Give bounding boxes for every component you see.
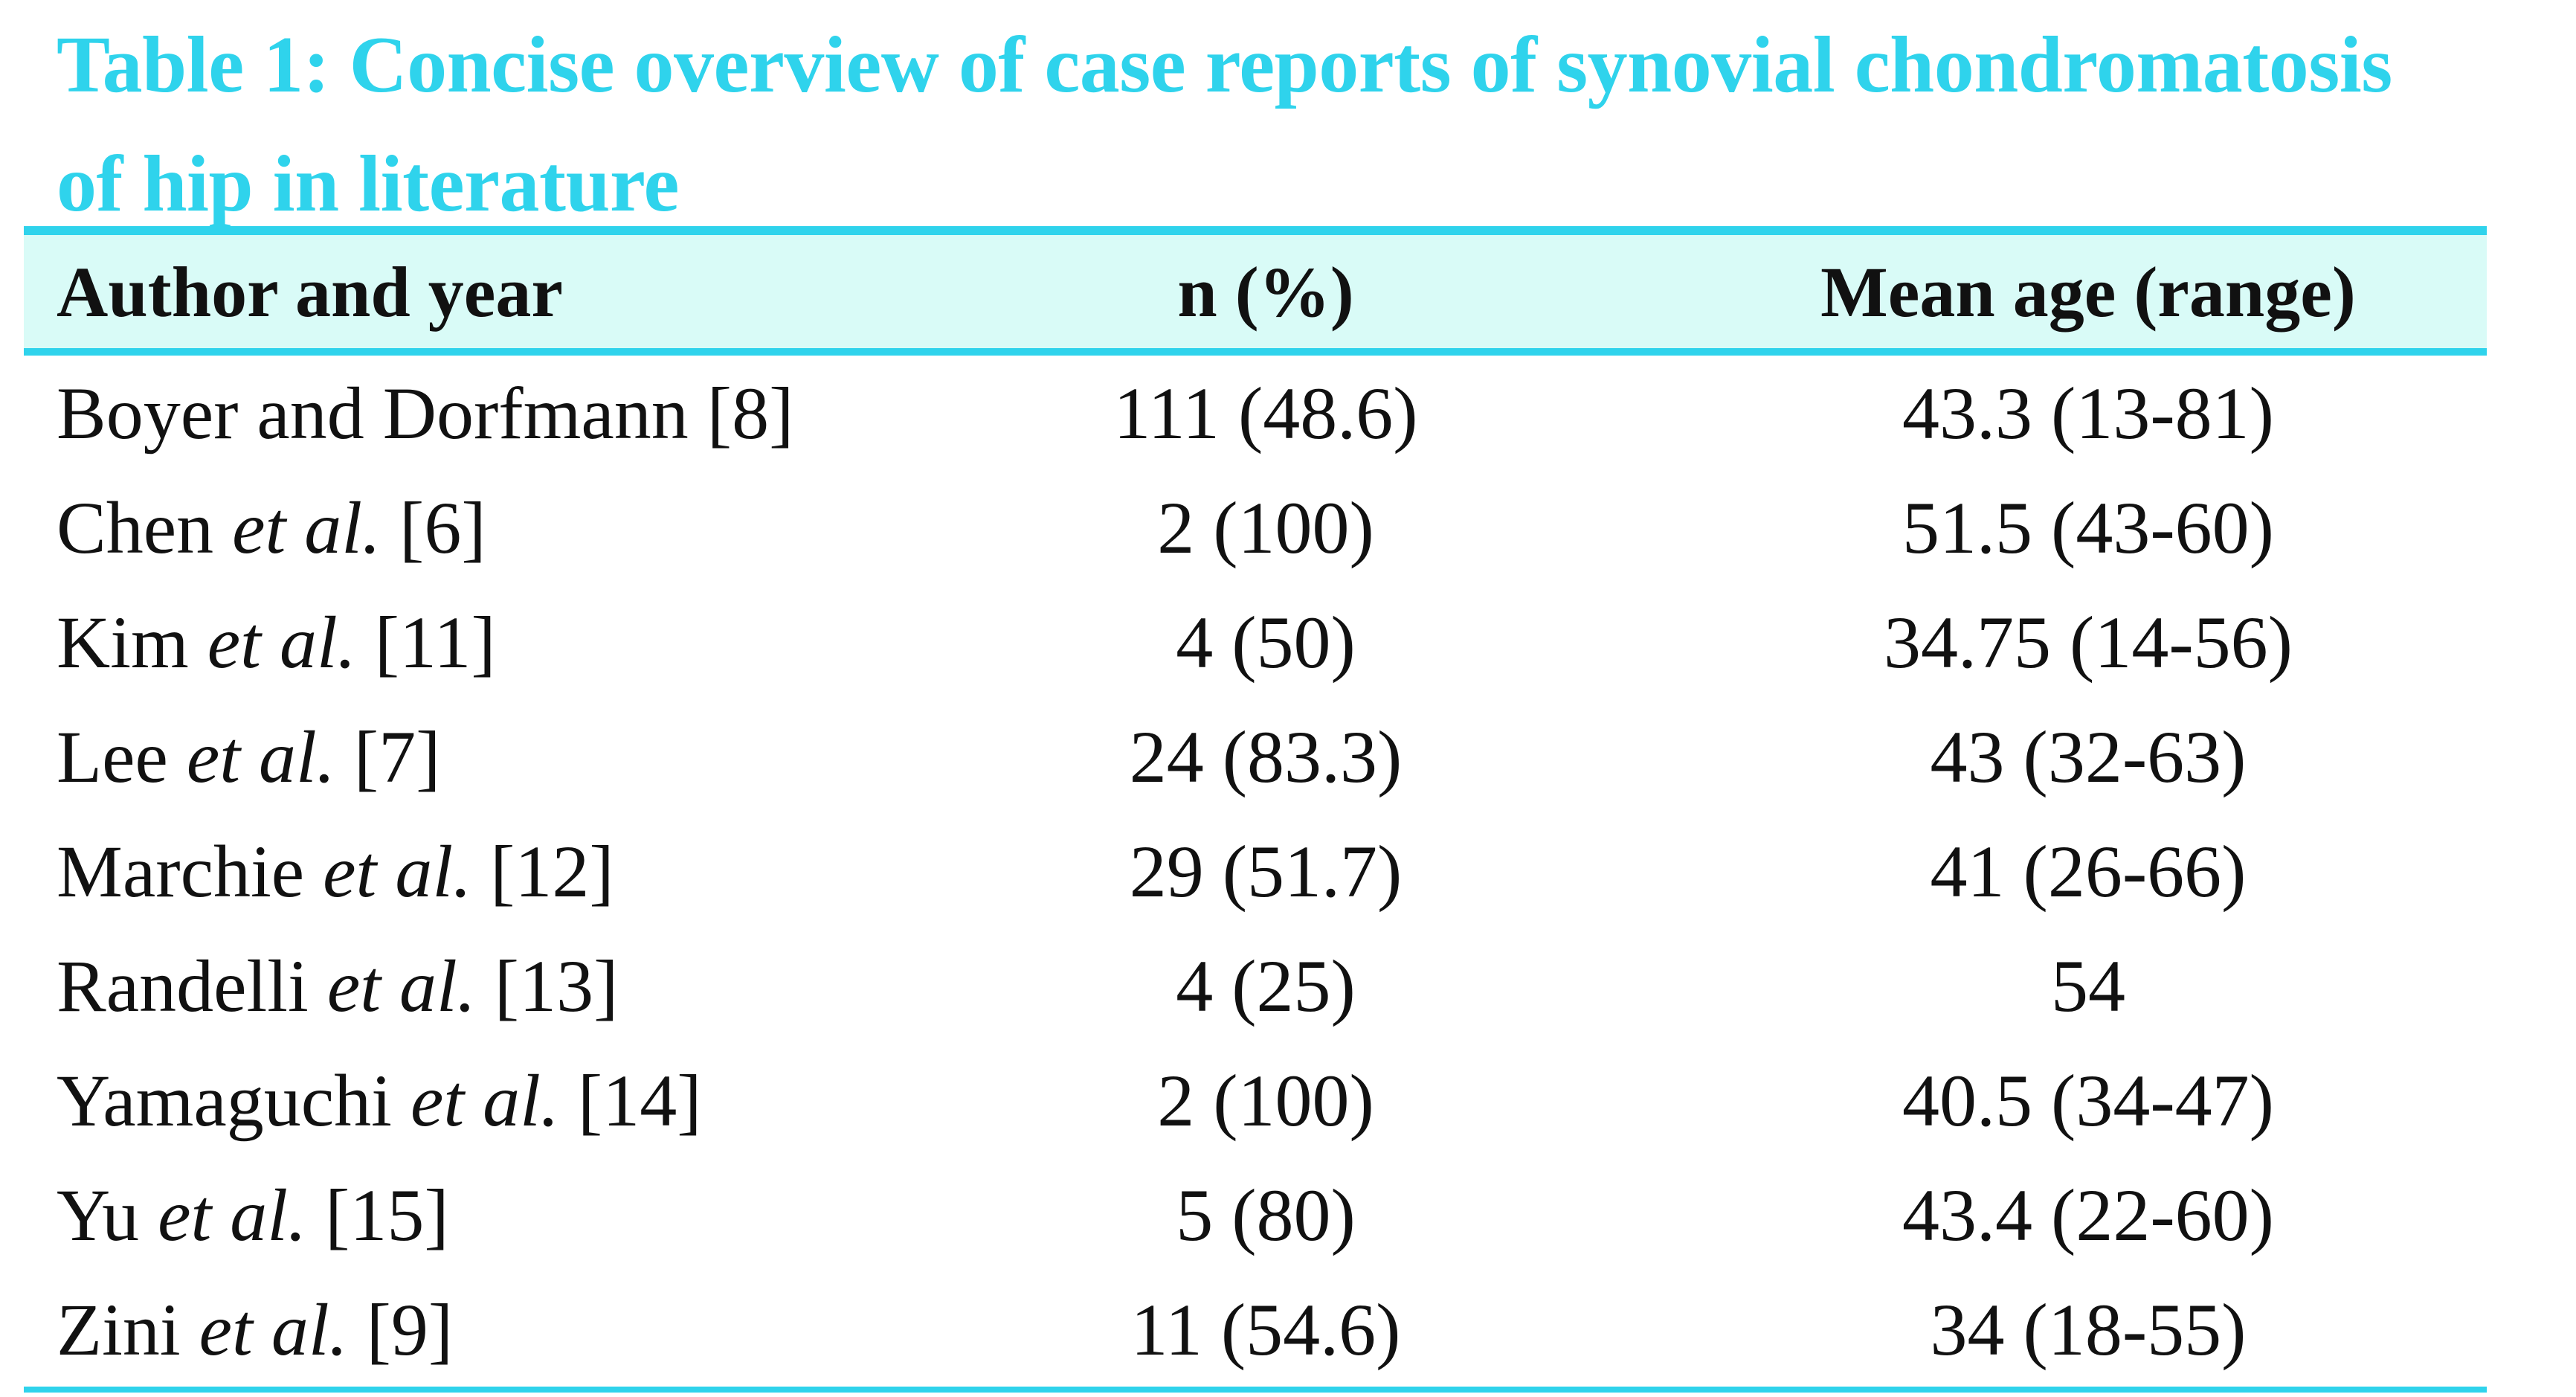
age-cell: 54 <box>2051 944 2125 1027</box>
n-cell: 4 (50) <box>1176 600 1356 684</box>
author-cell: Zini et al. [9] <box>24 1272 842 1393</box>
author-ref: [14] <box>577 1059 702 1142</box>
author-etal: et al. <box>186 715 335 798</box>
table-row: Kim et al. [11] 4 (50) 34.75 (14-56) <box>24 585 2487 699</box>
age-cell: 51.5 (43-60) <box>1902 486 2274 569</box>
author-name: Yu <box>57 1173 140 1256</box>
table-row: Chen et al. [6] 2 (100) 51.5 (43-60) <box>24 470 2487 585</box>
author-ref: [13] <box>494 944 619 1027</box>
author-name: Zini <box>57 1288 181 1371</box>
column-header-age: Mean age (range) <box>1690 226 2487 356</box>
author-cell: Yu et al. [15] <box>24 1157 842 1272</box>
author-etal: et al. <box>410 1059 559 1142</box>
author-ref: [8] <box>706 371 794 455</box>
n-cell: 11 (54.6) <box>842 1272 1690 1393</box>
author-name: Yamaguchi <box>57 1059 392 1142</box>
age-cell: 34 (18-55) <box>1690 1272 2487 1393</box>
n-cell: 111 (48.6) <box>1113 371 1418 455</box>
n-cell: 4 (25) <box>1176 944 1356 1027</box>
author-etal: et al. <box>199 1288 348 1371</box>
author-etal: et al. <box>232 486 381 569</box>
author-cell: Marchie et al. [12] <box>24 814 842 928</box>
author-name: Chen <box>57 486 214 569</box>
case-reports-table: Author and year n (%) Mean age (range) B… <box>24 226 2487 1393</box>
author-name: Lee <box>57 715 168 798</box>
author-ref: [12] <box>490 829 614 913</box>
table-row: Randelli et al. [13] 4 (25) 54 <box>24 928 2487 1043</box>
author-cell: Randelli et al. [13] <box>24 928 842 1043</box>
age-cell: 43 (32-63) <box>1930 715 2247 798</box>
author-cell: Boyer and Dorfmann [8] <box>24 352 842 470</box>
author-ref: [15] <box>325 1173 449 1256</box>
author-cell: Yamaguchi et al. [14] <box>24 1043 842 1157</box>
author-cell: Lee et al. [7] <box>24 699 842 814</box>
n-cell: 2 (100) <box>1157 486 1374 569</box>
author-ref: [7] <box>353 715 441 798</box>
author-etal: et al. <box>158 1173 307 1256</box>
n-cell: 2 (100) <box>1157 1059 1374 1142</box>
table-container: Author and year n (%) Mean age (range) B… <box>24 226 2487 1393</box>
author-name: Marchie <box>57 829 305 913</box>
table-row: Yu et al. [15] 5 (80) 43.4 (22-60) <box>24 1157 2487 1272</box>
n-cell: 29 (51.7) <box>1129 829 1403 913</box>
age-cell: 34.75 (14-56) <box>1884 600 2293 684</box>
table-header-row: Author and year n (%) Mean age (range) <box>24 226 2487 356</box>
n-cell: 5 (80) <box>1176 1173 1356 1256</box>
author-etal: et al. <box>326 944 476 1027</box>
author-name: Boyer and Dorfmann <box>57 371 689 455</box>
author-cell: Kim et al. [11] <box>24 585 842 699</box>
author-ref: [6] <box>399 486 486 569</box>
age-cell: 40.5 (34-47) <box>1902 1059 2274 1142</box>
author-etal: et al. <box>323 829 472 913</box>
author-ref: [9] <box>366 1288 454 1371</box>
n-cell: 24 (83.3) <box>1129 715 1403 798</box>
table-row: Zini et al. [9] 11 (54.6) 34 (18-55) <box>24 1272 2487 1393</box>
column-header-author: Author and year <box>24 226 842 356</box>
author-ref: [11] <box>374 600 496 684</box>
table-row: Marchie et al. [12] 29 (51.7) 41 (26-66) <box>24 814 2487 928</box>
table-row: Yamaguchi et al. [14] 2 (100) 40.5 (34-4… <box>24 1043 2487 1157</box>
author-cell: Chen et al. [6] <box>24 470 842 585</box>
table-row: Boyer and Dorfmann [8] 111 (48.6) 43.3 (… <box>24 352 2487 470</box>
age-cell: 41 (26-66) <box>1930 829 2247 913</box>
table-row: Lee et al. [7] 24 (83.3) 43 (32-63) <box>24 699 2487 814</box>
age-cell: 43.4 (22-60) <box>1902 1173 2274 1256</box>
author-name: Kim <box>57 600 189 684</box>
column-header-n: n (%) <box>842 226 1690 356</box>
author-etal: et al. <box>207 600 356 684</box>
author-name: Randelli <box>57 944 309 1027</box>
table-title: Table 1: Concise overview of case report… <box>57 21 2392 228</box>
age-cell: 43.3 (13-81) <box>1902 371 2274 455</box>
